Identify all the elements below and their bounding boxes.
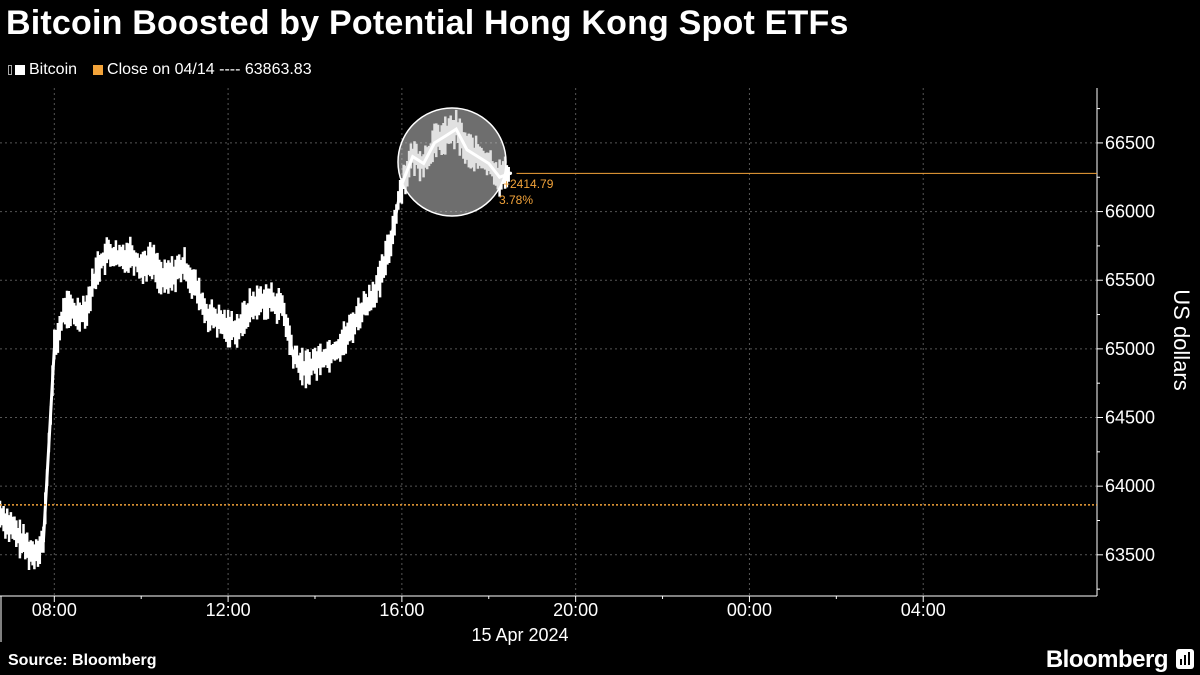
chart-legend: Bitcoin Close on 04/14 ---- 63863.83 <box>8 61 328 79</box>
data-point <box>269 299 274 303</box>
data-point <box>215 319 219 324</box>
series-line-highlight <box>400 127 512 185</box>
y-axis-title: US dollars <box>1169 289 1194 390</box>
data-point <box>378 278 382 282</box>
legend-swatch-close <box>93 65 104 75</box>
source-note: Source: Bloomberg <box>8 652 157 669</box>
data-point <box>389 237 393 241</box>
data-point <box>30 553 35 557</box>
data-point <box>356 312 361 317</box>
legend-swatch-bitcoin <box>15 65 25 75</box>
data-point <box>117 258 122 262</box>
data-point <box>259 299 263 303</box>
legend-item-close[interactable]: Close on 04/14 ---- 63863.83 <box>93 61 312 79</box>
x-tick-label: 00:00 <box>727 600 772 620</box>
data-point <box>335 347 339 351</box>
x-tick-label: 12:00 <box>206 600 251 620</box>
data-point <box>150 258 154 262</box>
y-tick-label: 66000 <box>1105 202 1155 222</box>
y-tick-label: 63500 <box>1105 545 1155 565</box>
legend-label-bitcoin: Bitcoin <box>29 61 78 78</box>
x-tick-label: 20:00 <box>553 600 598 620</box>
data-point <box>0 512 2 516</box>
data-point <box>280 306 284 310</box>
data-point <box>237 326 241 330</box>
chart-title: Bitcoin Boosted by Potential Hong Kong S… <box>6 4 849 42</box>
data-point <box>161 278 165 282</box>
data-point <box>204 312 208 317</box>
data-point <box>107 251 111 255</box>
data-point <box>85 306 89 310</box>
data-point <box>52 347 56 351</box>
data-point <box>324 354 328 358</box>
data-point <box>226 326 230 330</box>
data-point <box>248 306 252 310</box>
y-tick-label: 64500 <box>1105 408 1155 428</box>
change-annotation: +2414.79 <box>503 177 554 191</box>
data-point <box>193 285 198 289</box>
data-point <box>74 312 78 317</box>
data-point <box>313 360 317 365</box>
y-tick-label: 65000 <box>1105 339 1155 359</box>
data-point <box>183 264 187 269</box>
data-point <box>9 525 13 529</box>
x-tick-label: 04:00 <box>901 600 946 620</box>
y-tick-label: 65500 <box>1105 270 1155 290</box>
data-point <box>367 299 371 303</box>
legend-item-bitcoin[interactable]: Bitcoin <box>8 61 77 79</box>
x-tick-label: 16:00 <box>379 600 424 620</box>
candlestick-icon <box>8 65 12 75</box>
grid-lines <box>0 88 1097 596</box>
data-point <box>41 539 46 543</box>
x-axis: 08:00 12:00 16:00 20:00 00:00 04:00 15 Apr 202… <box>0 595 1097 645</box>
y-axis: 63500 64000 64500 65000 65500 66000 66500 US do… <box>1096 88 1194 596</box>
x-axis-date-label: 15 Apr 2024 <box>471 625 568 645</box>
data-point <box>172 271 176 275</box>
data-point <box>302 367 306 372</box>
data-point <box>128 251 132 255</box>
data-point <box>63 306 67 310</box>
data-point <box>96 264 100 269</box>
annotations: +2414.79 3.78% <box>0 107 1097 506</box>
bloomberg-logo: Bloomberg <box>1045 646 1169 673</box>
data-point <box>345 333 350 337</box>
legend-label-close: Close on 04/14 ---- 63863.83 <box>107 61 312 78</box>
terminal-icon <box>1176 649 1194 669</box>
highlight-circle <box>397 107 507 217</box>
data-point <box>20 539 24 543</box>
data-point <box>291 354 295 358</box>
percent-annotation: 3.78% <box>499 193 533 207</box>
y-tick-label: 64000 <box>1105 476 1155 496</box>
data-point <box>139 264 143 269</box>
x-tick-label: 08:00 <box>32 600 77 620</box>
y-tick-label: 66500 <box>1105 133 1155 153</box>
